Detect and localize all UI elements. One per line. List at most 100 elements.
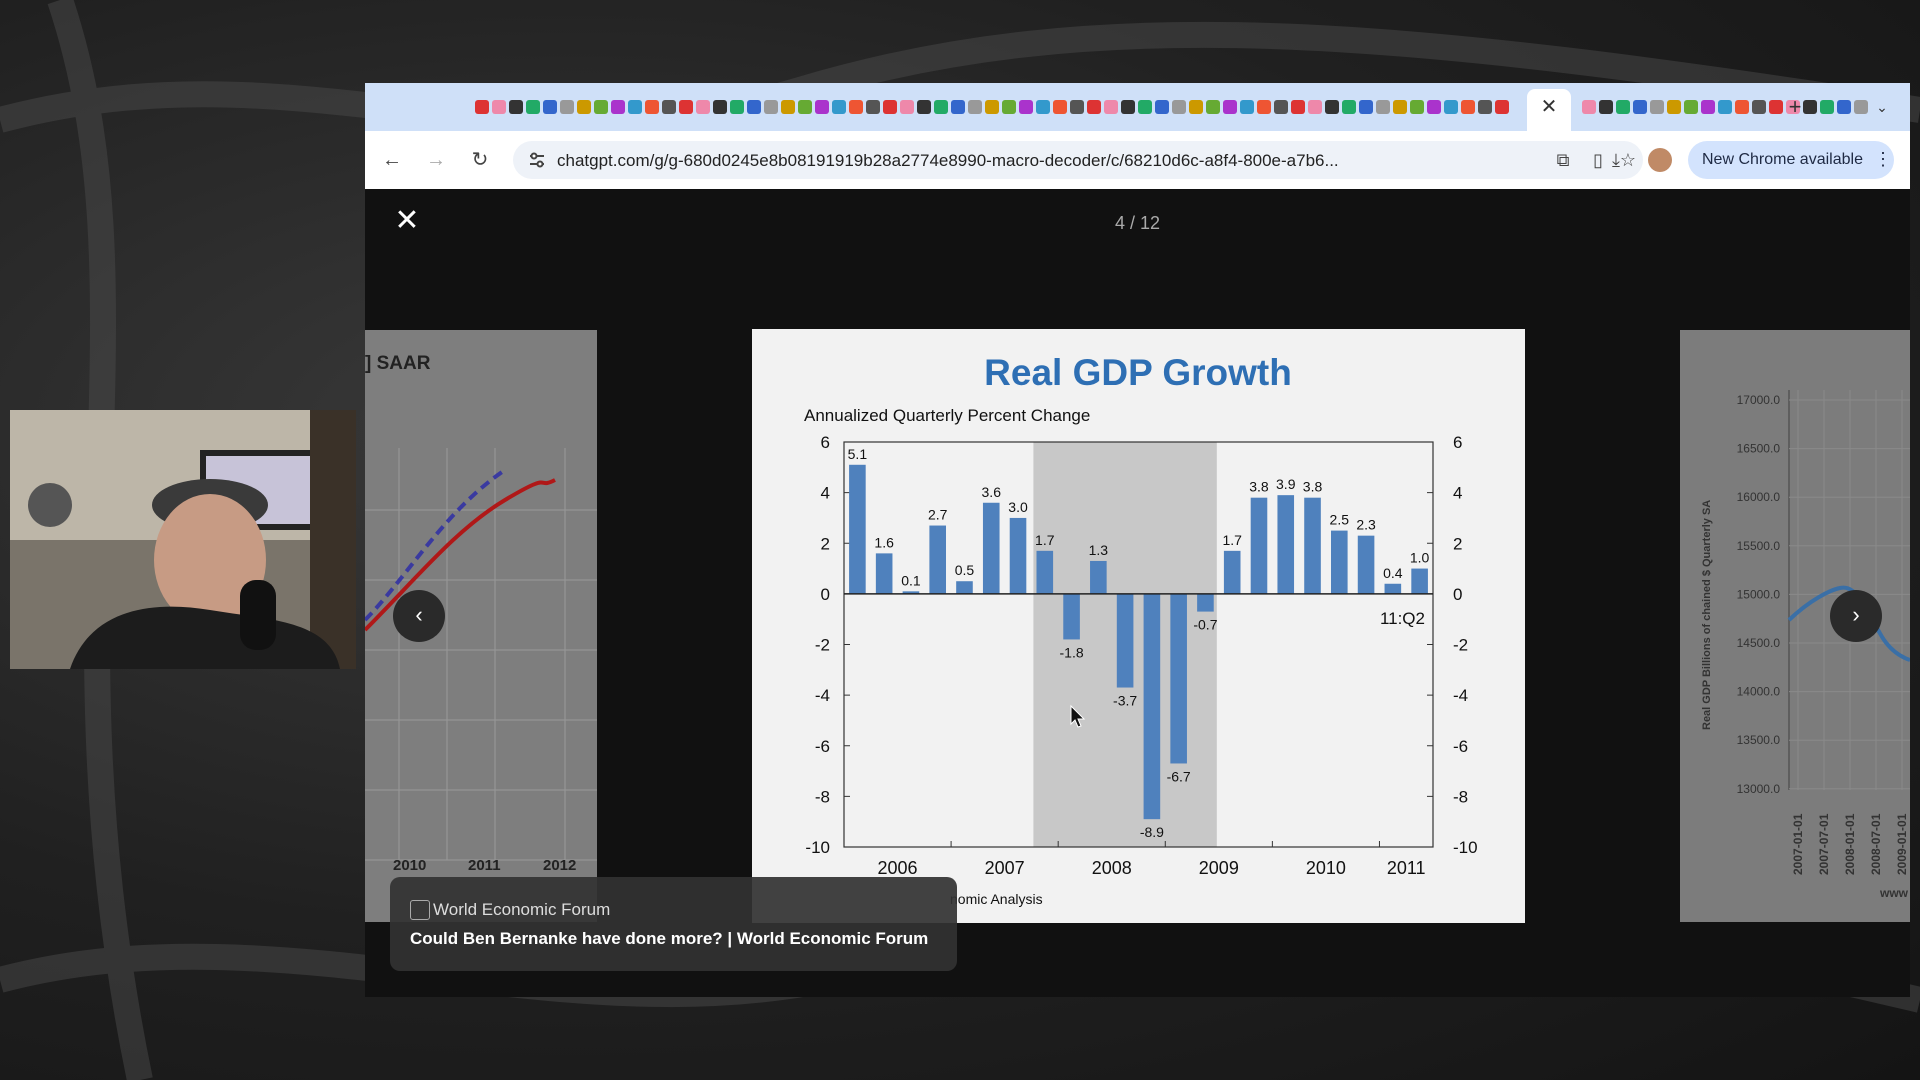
tab-favicon-icon[interactable] (1820, 100, 1834, 114)
tab-favicon-icon[interactable] (1308, 100, 1322, 114)
previous-slide-button[interactable]: ‹ (393, 590, 445, 642)
active-tab[interactable] (1527, 89, 1571, 131)
tab-favicon-icon[interactable] (968, 100, 982, 114)
tab-favicon-icon[interactable] (764, 100, 778, 114)
tab-favicon-icon[interactable] (900, 100, 914, 114)
tab-favicon-icon[interactable] (866, 100, 880, 114)
tab-favicon-icon[interactable] (1633, 100, 1647, 114)
tab-favicon-icon[interactable] (492, 100, 506, 114)
tab-favicon-icon[interactable] (1495, 100, 1509, 114)
tab-favicon-icon[interactable] (543, 100, 557, 114)
tab-favicon-icon[interactable] (1376, 100, 1390, 114)
tab-favicon-icon[interactable] (934, 100, 948, 114)
tab-search-chevron-icon[interactable]: ⌄ (1876, 99, 1888, 115)
tab-favicon-icon[interactable] (1342, 100, 1356, 114)
tab-favicon-icon[interactable] (1121, 100, 1135, 114)
tab-favicon-icon[interactable] (526, 100, 540, 114)
tab-favicon-strip[interactable] (475, 97, 1890, 119)
tab-favicon-icon[interactable] (951, 100, 965, 114)
tab-favicon-icon[interactable] (1070, 100, 1084, 114)
tab-favicon-icon[interactable] (1002, 100, 1016, 114)
new-chrome-available-button[interactable]: New Chrome available ⋮ (1688, 141, 1894, 179)
tab-favicon-icon[interactable] (594, 100, 608, 114)
tab-favicon-icon[interactable] (1427, 100, 1441, 114)
tab-favicon-icon[interactable] (1053, 100, 1067, 114)
back-arrow-icon[interactable]: ← (382, 149, 402, 171)
tab-favicon-icon[interactable] (1104, 100, 1118, 114)
tab-favicon-icon[interactable] (985, 100, 999, 114)
tab-favicon-icon[interactable] (1189, 100, 1203, 114)
tab-favicon-icon[interactable] (1359, 100, 1373, 114)
tab-favicon-icon[interactable] (1718, 100, 1732, 114)
download-icon[interactable]: ⤓ (1612, 150, 1620, 170)
tab-favicon-icon[interactable] (645, 100, 659, 114)
image-caption[interactable]: World Economic Forum Could Ben Bernanke … (390, 877, 957, 971)
tab-favicon-icon[interactable] (781, 100, 795, 114)
tab-favicon-icon[interactable] (713, 100, 727, 114)
reload-icon[interactable]: ↻ (471, 149, 489, 171)
tab-favicon-icon[interactable] (1410, 100, 1424, 114)
tab-favicon-icon[interactable] (662, 100, 676, 114)
extensions-puzzle-icon[interactable]: ⧉ (1556, 150, 1570, 170)
close-viewer-icon[interactable]: ✕ (394, 204, 420, 237)
tab-favicon-icon[interactable] (917, 100, 931, 114)
tab-favicon-icon[interactable] (1172, 100, 1186, 114)
tab-favicon-icon[interactable] (1735, 100, 1749, 114)
tab-favicon-icon[interactable] (475, 100, 489, 114)
tab-favicon-icon[interactable] (1837, 100, 1851, 114)
more-menu-icon[interactable]: ⋮ (1874, 149, 1892, 169)
tab-favicon-icon[interactable] (1444, 100, 1458, 114)
tab-favicon-icon[interactable] (1701, 100, 1715, 114)
profile-avatar[interactable] (1648, 148, 1672, 172)
tab-favicon-icon[interactable] (1752, 100, 1766, 114)
tab-favicon-icon[interactable] (1087, 100, 1101, 114)
page-icon[interactable]: ▯ (1593, 150, 1603, 170)
tab-favicon-icon[interactable] (1582, 100, 1596, 114)
tab-favicon-icon[interactable] (628, 100, 642, 114)
caption-title[interactable]: Could Ben Bernanke have done more? | Wor… (410, 929, 929, 948)
tab-favicon-icon[interactable] (730, 100, 744, 114)
new-tab-button[interactable]: + (1788, 94, 1802, 119)
tab-favicon-icon[interactable] (679, 100, 693, 114)
tab-favicon-icon[interactable] (883, 100, 897, 114)
tab-favicon-icon[interactable] (611, 100, 625, 114)
address-bar[interactable]: chatgpt.com/g/g-680d0245e8b08191919b28a2… (513, 141, 1643, 179)
tab-favicon-icon[interactable] (1786, 100, 1800, 114)
tab-favicon-icon[interactable] (1325, 100, 1339, 114)
next-slide-button[interactable]: › (1830, 590, 1882, 642)
tab-favicon-icon[interactable] (815, 100, 829, 114)
tab-favicon-icon[interactable] (1478, 100, 1492, 114)
tab-favicon-icon[interactable] (509, 100, 523, 114)
tab-favicon-icon[interactable] (560, 100, 574, 114)
forward-arrow-icon[interactable]: → (426, 149, 446, 171)
tab-favicon-icon[interactable] (1257, 100, 1271, 114)
tab-favicon-icon[interactable] (1138, 100, 1152, 114)
close-tab-icon[interactable]: ✕ (1540, 96, 1558, 118)
tab-favicon-icon[interactable] (577, 100, 591, 114)
tab-favicon-icon[interactable] (1393, 100, 1407, 114)
bookmark-star-icon[interactable]: ☆ (1619, 150, 1637, 170)
tab-favicon-icon[interactable] (1036, 100, 1050, 114)
site-settings-icon[interactable] (527, 150, 547, 170)
tab-favicon-icon[interactable] (1019, 100, 1033, 114)
tab-favicon-icon[interactable] (849, 100, 863, 114)
tab-favicon-icon[interactable] (1769, 100, 1783, 114)
tab-favicon-icon[interactable] (1240, 100, 1254, 114)
tab-favicon-icon[interactable] (1206, 100, 1220, 114)
tab-favicon-icon[interactable] (1274, 100, 1288, 114)
tab-favicon-icon[interactable] (832, 100, 846, 114)
tab-favicon-icon[interactable] (1223, 100, 1237, 114)
tab-favicon-icon[interactable] (1854, 100, 1868, 114)
tab-favicon-icon[interactable] (1667, 100, 1681, 114)
tab-favicon-icon[interactable] (1803, 100, 1817, 114)
tab-favicon-icon[interactable] (1616, 100, 1630, 114)
tab-favicon-icon[interactable] (696, 100, 710, 114)
tab-favicon-icon[interactable] (798, 100, 812, 114)
tab-favicon-icon[interactable] (1599, 100, 1613, 114)
tab-favicon-icon[interactable] (1291, 100, 1305, 114)
tab-favicon-icon[interactable] (1155, 100, 1169, 114)
tab-favicon-icon[interactable] (747, 100, 761, 114)
tab-favicon-icon[interactable] (1684, 100, 1698, 114)
tab-favicon-icon[interactable] (1650, 100, 1664, 114)
tab-favicon-icon[interactable] (1461, 100, 1475, 114)
